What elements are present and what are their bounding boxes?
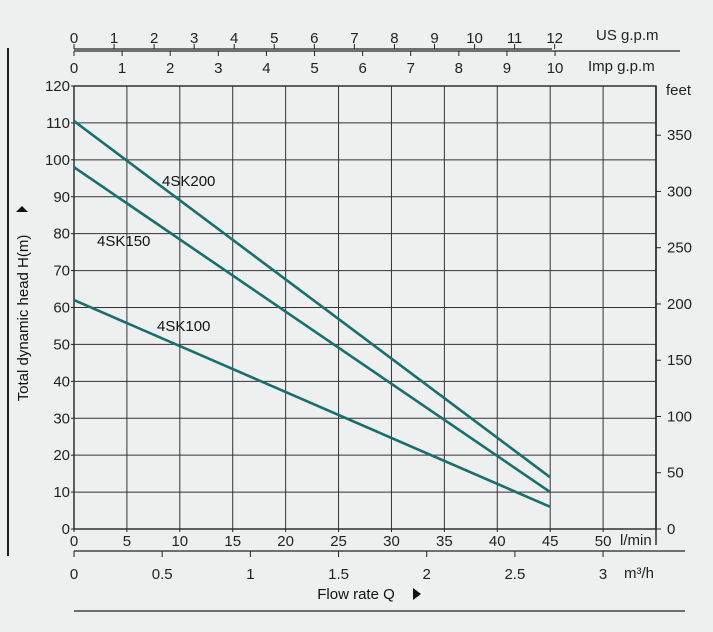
- m3h-tick-label: 2.5: [504, 566, 525, 583]
- feet-tick-label: 100: [667, 408, 692, 425]
- y-tick-label: 70: [53, 263, 70, 280]
- m3h-tick-label: 0.5: [152, 566, 173, 583]
- y-tick-label: 10: [53, 484, 70, 501]
- feet-tick-label: 0: [667, 521, 675, 538]
- us-gpm-tick-label: 5: [270, 30, 278, 47]
- imp-gpm-tick-label: 6: [358, 60, 366, 77]
- x-tick-label: 40: [489, 533, 506, 550]
- imp-gpm-tick-label: 4: [262, 60, 270, 77]
- m3h-tick-label: 1: [246, 566, 254, 583]
- y-tick-label: 0: [62, 521, 70, 538]
- series-label-4sk150: 4SK150: [97, 233, 150, 250]
- series-label-4sk200: 4SK200: [162, 173, 215, 190]
- x-unit-lmin: l/min: [620, 532, 652, 549]
- us-gpm-tick-label: 0: [70, 30, 78, 47]
- top-us-unit: US g.p.m: [596, 27, 659, 44]
- us-gpm-tick-label: 4: [230, 30, 238, 47]
- series-line-4sk100: [73, 298, 551, 509]
- y-tick-label: 120: [45, 78, 70, 95]
- x-tick-label: 30: [383, 533, 400, 550]
- imp-gpm-tick-label: 9: [503, 60, 511, 77]
- us-gpm-tick-label: 6: [310, 30, 318, 47]
- us-gpm-tick-label: 12: [546, 30, 563, 47]
- series-lines: [73, 120, 551, 509]
- us-gpm-tick-label: 8: [390, 30, 398, 47]
- imp-gpm-tick-label: 0: [70, 60, 78, 77]
- x-tick-label: 45: [542, 533, 559, 550]
- x-tick-label: 50: [595, 533, 612, 550]
- y-tick-label: 50: [53, 336, 70, 353]
- y-tick-label: 80: [53, 226, 70, 243]
- feet-tick-label: 150: [667, 352, 692, 369]
- y-tick-label: 30: [53, 410, 70, 427]
- feet-tick-label: 350: [667, 127, 692, 144]
- x-axis-title: Flow rate Q: [317, 586, 395, 603]
- series-line-4sk200: [73, 120, 551, 479]
- feet-tick-label: 200: [667, 296, 692, 313]
- us-gpm-tick-label: 2: [150, 30, 158, 47]
- x-tick-label: 35: [436, 533, 453, 550]
- imp-gpm-tick-label: 10: [547, 60, 564, 77]
- imp-gpm-tick-label: 3: [214, 60, 222, 77]
- m3h-tick-label: 3: [599, 566, 607, 583]
- us-gpm-tick-label: 1: [110, 30, 118, 47]
- series-labels: 4SK200 4SK150 4SK100: [97, 173, 215, 335]
- feet-tick-label: 50: [667, 465, 684, 482]
- us-gpm-tick-label: 10: [466, 30, 483, 47]
- imp-gpm-tick-label: 1: [118, 60, 126, 77]
- m3h-unit: m³/h: [624, 565, 654, 582]
- y-tick-label: 90: [53, 189, 70, 206]
- y-tick-label: 20: [53, 447, 70, 464]
- y-tick-label: 100: [45, 152, 70, 169]
- y-tick-label: 110: [46, 115, 70, 132]
- m3h-tick-label: 0: [70, 566, 78, 583]
- series-line-4sk150: [73, 166, 551, 494]
- right-axis-unit: feet: [666, 82, 692, 99]
- us-gpm-tick-label: 11: [507, 30, 523, 47]
- us-gpm-tick-label: 7: [350, 30, 358, 47]
- imp-gpm-tick-label: 8: [455, 60, 463, 77]
- x-tick-label: 15: [224, 533, 241, 550]
- imp-gpm-tick-label: 7: [407, 60, 415, 77]
- us-gpm-tick-label: 3: [190, 30, 198, 47]
- imp-gpm-tick-label: 2: [166, 60, 174, 77]
- y-tick-label: 60: [53, 300, 70, 317]
- feet-tick-label: 250: [667, 240, 692, 257]
- top-imp-unit: Imp g.p.m: [588, 58, 655, 75]
- imp-gpm-tick-label: 5: [310, 60, 318, 77]
- x-tick-label: 0: [70, 533, 78, 550]
- y-axis-title: Total dynamic head H(m): [15, 235, 32, 402]
- x-tick-label: 25: [330, 533, 347, 550]
- us-gpm-tick-label: 9: [430, 30, 438, 47]
- series-label-4sk100: 4SK100: [157, 318, 210, 335]
- x-tick-label: 20: [277, 533, 294, 550]
- x-tick-label: 10: [171, 533, 188, 550]
- y-axis-arrow-icon: [16, 206, 28, 212]
- m3h-tick-label: 2: [423, 566, 431, 583]
- grid: [73, 85, 657, 530]
- y-tick-label: 40: [53, 373, 70, 390]
- feet-tick-label: 300: [667, 183, 692, 200]
- x-tick-label: 5: [123, 533, 131, 550]
- m3h-tick-label: 1.5: [328, 566, 349, 583]
- x-axis-arrow-icon: [413, 588, 421, 600]
